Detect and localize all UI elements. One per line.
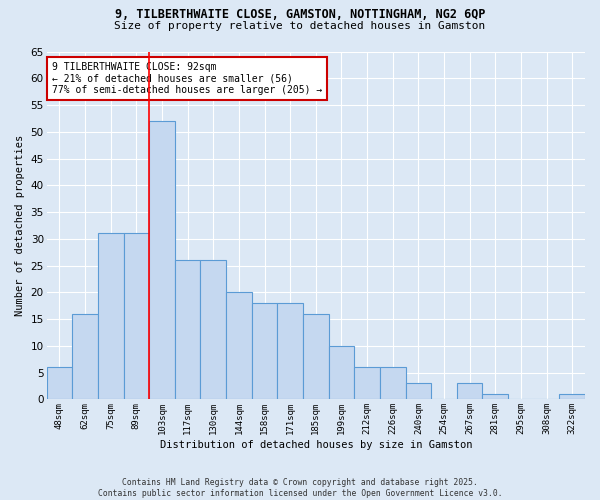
Text: Contains HM Land Registry data © Crown copyright and database right 2025.
Contai: Contains HM Land Registry data © Crown c… — [98, 478, 502, 498]
Bar — [380, 368, 406, 400]
Bar — [559, 394, 585, 400]
X-axis label: Distribution of detached houses by size in Gamston: Distribution of detached houses by size … — [160, 440, 472, 450]
Text: Size of property relative to detached houses in Gamston: Size of property relative to detached ho… — [115, 21, 485, 31]
Bar — [251, 303, 277, 400]
Bar — [406, 384, 431, 400]
Y-axis label: Number of detached properties: Number of detached properties — [15, 135, 25, 316]
Bar — [149, 121, 175, 400]
Bar — [175, 260, 200, 400]
Bar — [303, 314, 329, 400]
Bar — [226, 292, 251, 400]
Bar — [98, 234, 124, 400]
Text: 9, TILBERTHWAITE CLOSE, GAMSTON, NOTTINGHAM, NG2 6QP: 9, TILBERTHWAITE CLOSE, GAMSTON, NOTTING… — [115, 8, 485, 20]
Bar — [457, 384, 482, 400]
Bar — [277, 303, 303, 400]
Bar — [72, 314, 98, 400]
Bar — [354, 368, 380, 400]
Bar — [482, 394, 508, 400]
Bar — [47, 368, 72, 400]
Text: 9 TILBERTHWAITE CLOSE: 92sqm
← 21% of detached houses are smaller (56)
77% of se: 9 TILBERTHWAITE CLOSE: 92sqm ← 21% of de… — [52, 62, 322, 95]
Bar — [200, 260, 226, 400]
Bar — [329, 346, 354, 400]
Bar — [124, 234, 149, 400]
